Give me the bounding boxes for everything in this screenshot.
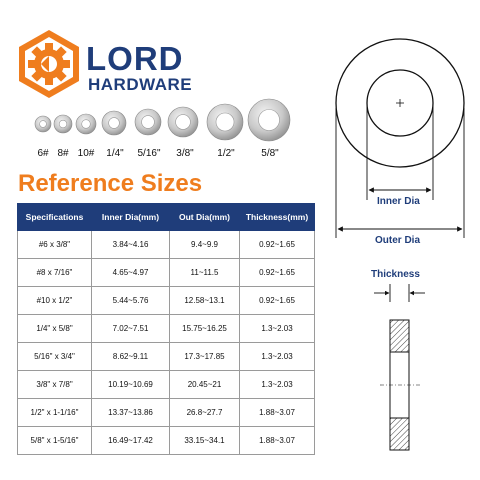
cell-thickness: 1.3~2.03	[239, 314, 315, 343]
cell-spec: #6 x 3/8"	[17, 230, 92, 259]
cell-inner: 4.65~4.97	[91, 258, 170, 287]
cell-outer: 26.8~27.7	[169, 398, 240, 427]
cell-thickness: 1.88~3.07	[239, 426, 315, 455]
cell-outer: 33.15~34.1	[169, 426, 240, 455]
cell-spec: 1/4" x 5/8"	[17, 314, 92, 343]
inner-dia-label: Inner Dia	[377, 196, 420, 207]
washer-label-8: 8#	[57, 148, 69, 159]
table-row: #10 x 1/2" 5.44~5.76 12.58~13.1 0.92~1.65	[17, 286, 315, 315]
brand-name: LORD	[86, 40, 184, 77]
cell-inner: 3.84~4.16	[91, 230, 170, 259]
washer-label-10: 10#	[77, 148, 95, 159]
table-row: 5/8" x 1-5/16" 16.49~17.42 33.15~34.1 1.88~…	[17, 426, 315, 455]
outer-dia-label: Outer Dia	[375, 235, 421, 246]
cell-outer: 17.3~17.85	[169, 342, 240, 371]
washer-3-8	[167, 106, 199, 138]
header-out-dia: Out Dia(mm)	[169, 203, 240, 231]
header-specifications: Specifications	[17, 203, 92, 231]
cell-spec: 5/8" x 1-5/16"	[17, 426, 92, 455]
cell-outer: 12.58~13.1	[169, 286, 240, 315]
header-thickness: Thickness(mm)	[239, 203, 315, 231]
cell-outer: 9.4~9.9	[169, 230, 240, 259]
table-row: #8 x 7/16" 4.65~4.97 11~11.5 0.92~1.65	[17, 258, 315, 287]
cell-inner: 10.19~10.69	[91, 370, 170, 399]
cell-outer: 15.75~16.25	[169, 314, 240, 343]
table-row: #6 x 3/8" 3.84~4.16 9.4~9.9 0.92~1.65	[17, 230, 315, 259]
table-row: 1/2" x 1-1/16" 13.37~13.86 26.8~27.7 1.88~3…	[17, 398, 315, 427]
cell-spec: 1/2" x 1-1/16"	[17, 398, 92, 427]
washer-label-5-16: 5/16"	[137, 148, 161, 159]
cell-thickness: 0.92~1.65	[239, 230, 315, 259]
table-row: 1/4" x 5/8" 7.02~7.51 15.75~16.25 1.3~2.03	[17, 314, 315, 343]
washer-5-8	[247, 98, 291, 142]
washer-label-3-8: 3/8"	[176, 148, 194, 159]
cell-thickness: 1.3~2.03	[239, 370, 315, 399]
spec-table: Specifications Inner Dia(mm) Out Dia(mm)…	[17, 203, 315, 455]
thickness-label: Thickness	[371, 269, 420, 280]
cell-spec: #8 x 7/16"	[17, 258, 92, 287]
cell-thickness: 0.92~1.65	[239, 258, 315, 287]
washer-10	[75, 113, 97, 135]
washer-label-5-8: 5/8"	[261, 148, 279, 159]
cell-thickness: 1.3~2.03	[239, 342, 315, 371]
washer-lineup	[34, 98, 291, 142]
washer-1-2	[206, 103, 244, 141]
washer-label-1-2: 1/2"	[217, 148, 235, 159]
cell-thickness: 0.92~1.65	[239, 286, 315, 315]
washer-top-view-diagram	[335, 38, 465, 238]
brand-subtitle: HARDWARE	[88, 75, 193, 94]
table-header-row: Specifications Inner Dia(mm) Out Dia(mm)…	[17, 203, 315, 231]
table-row: 5/16" x 3/4" 8.62~9.11 17.3~17.85 1.3~2.03	[17, 342, 315, 371]
washer-label-6: 6#	[37, 148, 49, 159]
washer-6	[34, 115, 52, 133]
table-row: 3/8" x 7/8" 10.19~10.69 20.45~21 1.3~2.03	[17, 370, 315, 399]
cell-outer: 11~11.5	[169, 258, 240, 287]
cell-spec: #10 x 1/2"	[17, 286, 92, 315]
cell-inner: 7.02~7.51	[91, 314, 170, 343]
header-inner-dia: Inner Dia(mm)	[91, 203, 170, 231]
cell-outer: 20.45~21	[169, 370, 240, 399]
cell-spec: 3/8" x 7/8"	[17, 370, 92, 399]
cell-spec: 5/16" x 3/4"	[17, 342, 92, 371]
reference-title: Reference Sizes	[18, 170, 203, 197]
cell-inner: 16.49~17.42	[91, 426, 170, 455]
washer-side-view-diagram	[374, 284, 425, 451]
logo-gear-icon	[19, 30, 79, 98]
washer-label-1-4: 1/4"	[106, 148, 124, 159]
cell-inner: 8.62~9.11	[91, 342, 170, 371]
cell-inner: 13.37~13.86	[91, 398, 170, 427]
washer-8	[53, 114, 73, 134]
cell-thickness: 1.88~3.07	[239, 398, 315, 427]
cell-inner: 5.44~5.76	[91, 286, 170, 315]
washer-1-4	[101, 110, 127, 136]
washer-5-16	[134, 108, 162, 136]
